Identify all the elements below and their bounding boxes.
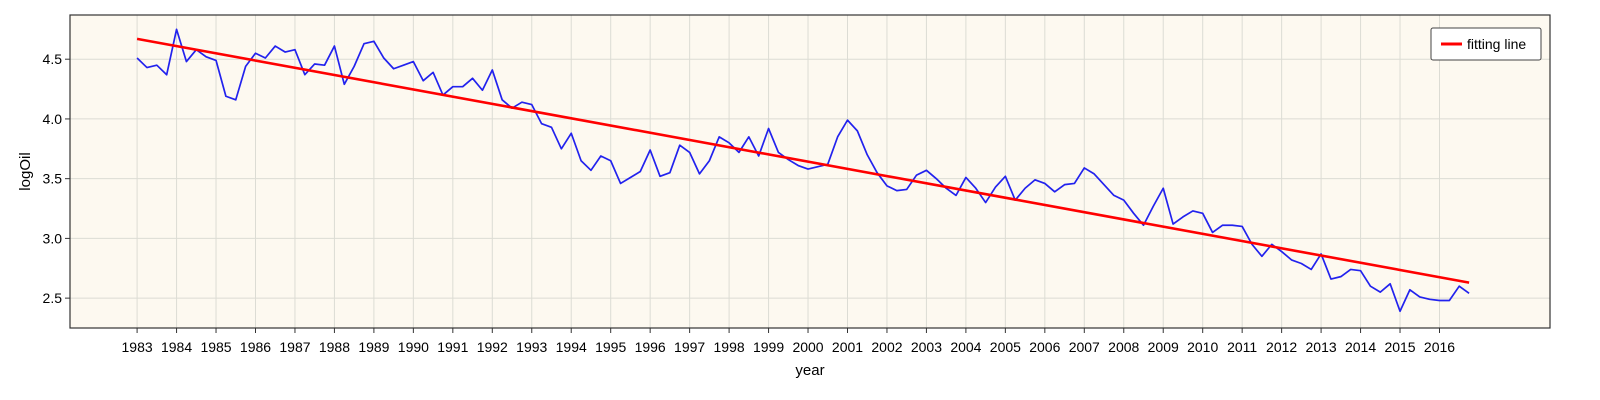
x-tick-label: 2012 [1266,339,1297,355]
y-tick-label: 3.5 [43,171,63,187]
x-tick-label: 1991 [437,339,468,355]
y-tick-label: 2.5 [43,290,63,306]
grid [70,15,1550,328]
x-tick-label: 1994 [556,339,587,355]
x-tick-label: 2003 [911,339,942,355]
x-tick-label: 2007 [1069,339,1100,355]
x-tick-label: 1996 [635,339,666,355]
legend-box [1430,27,1542,61]
y-tick-label: 3.0 [43,230,63,246]
x-tick-label: 2006 [1029,339,1060,355]
x-tick-label: 1985 [200,339,231,355]
x-tick-label: 1995 [595,339,626,355]
y-tick-label: 4.0 [43,111,63,127]
x-tick-label: 2004 [950,339,981,355]
x-tick-label: 1999 [753,339,784,355]
legend-label-fitting-line: fitting line [1467,36,1526,52]
x-tick-label: 1998 [714,339,745,355]
x-tick-label: 2000 [792,339,823,355]
x-tick-label: 1997 [674,339,705,355]
plot-frame [69,14,1551,329]
plot-area [70,15,1550,328]
legend: fitting line [1430,27,1542,61]
x-tick-label: 2013 [1306,339,1337,355]
x-tick-label: 2005 [990,339,1021,355]
x-tick-label: 1987 [279,339,310,355]
x-tick-label: 2010 [1187,339,1218,355]
series-line-fitting-line [136,37,1470,284]
x-tick-label: 1988 [319,339,350,355]
x-tick-label: 2001 [832,339,863,355]
y-axis: 2.5 3.0 3.5 4.0 4.5 [43,51,70,306]
x-tick-label: 2008 [1108,339,1139,355]
x-tick-label: 1984 [161,339,192,355]
x-tick-label: 1983 [122,339,153,355]
x-tick-label: 2014 [1345,339,1376,355]
x-tick-label: 2011 [1227,339,1257,355]
x-tick-label: 2002 [871,339,902,355]
x-axis: 1983 1984 1985 1986 1987 1988 1989 1990 1991 1992… [122,328,1455,355]
x-tick-label: 2009 [1148,339,1179,355]
x-tick-label: 2015 [1384,339,1415,355]
y-axis-title: logOil [17,152,34,190]
x-tick-label: 2016 [1424,339,1455,355]
x-tick-label: 1989 [358,339,389,355]
x-tick-label: 1986 [240,339,271,355]
x-tick-label: 1993 [516,339,547,355]
x-tick-label: 1992 [477,339,508,355]
series-line-logoil [136,28,1470,313]
x-tick-label: 1990 [398,339,429,355]
y-tick-label: 4.5 [43,51,63,67]
x-axis-title: year [795,362,824,379]
